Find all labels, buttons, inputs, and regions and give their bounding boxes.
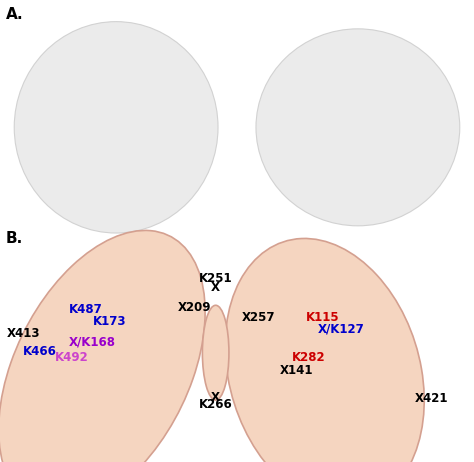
Text: X: X xyxy=(211,281,220,294)
Text: K251: K251 xyxy=(199,273,232,286)
Text: X257: X257 xyxy=(242,311,275,324)
Text: X/K127: X/K127 xyxy=(318,322,365,335)
Text: K492: K492 xyxy=(55,351,88,364)
Ellipse shape xyxy=(0,231,205,462)
Text: X141: X141 xyxy=(280,364,313,377)
Text: X/K168: X/K168 xyxy=(69,335,116,348)
Ellipse shape xyxy=(225,238,424,462)
Text: X421: X421 xyxy=(415,392,448,405)
Text: X209: X209 xyxy=(178,301,211,314)
Text: K282: K282 xyxy=(292,351,325,364)
Text: X: X xyxy=(211,391,220,404)
Text: B.: B. xyxy=(6,231,23,246)
Text: K266: K266 xyxy=(199,398,233,411)
Text: X413: X413 xyxy=(7,327,41,340)
Ellipse shape xyxy=(256,29,460,226)
Text: K466: K466 xyxy=(23,345,56,358)
Ellipse shape xyxy=(202,305,229,400)
Text: K487: K487 xyxy=(69,303,102,316)
Text: K115: K115 xyxy=(306,311,339,324)
Text: K173: K173 xyxy=(92,315,126,328)
Text: A.: A. xyxy=(6,7,23,22)
Ellipse shape xyxy=(14,22,218,233)
